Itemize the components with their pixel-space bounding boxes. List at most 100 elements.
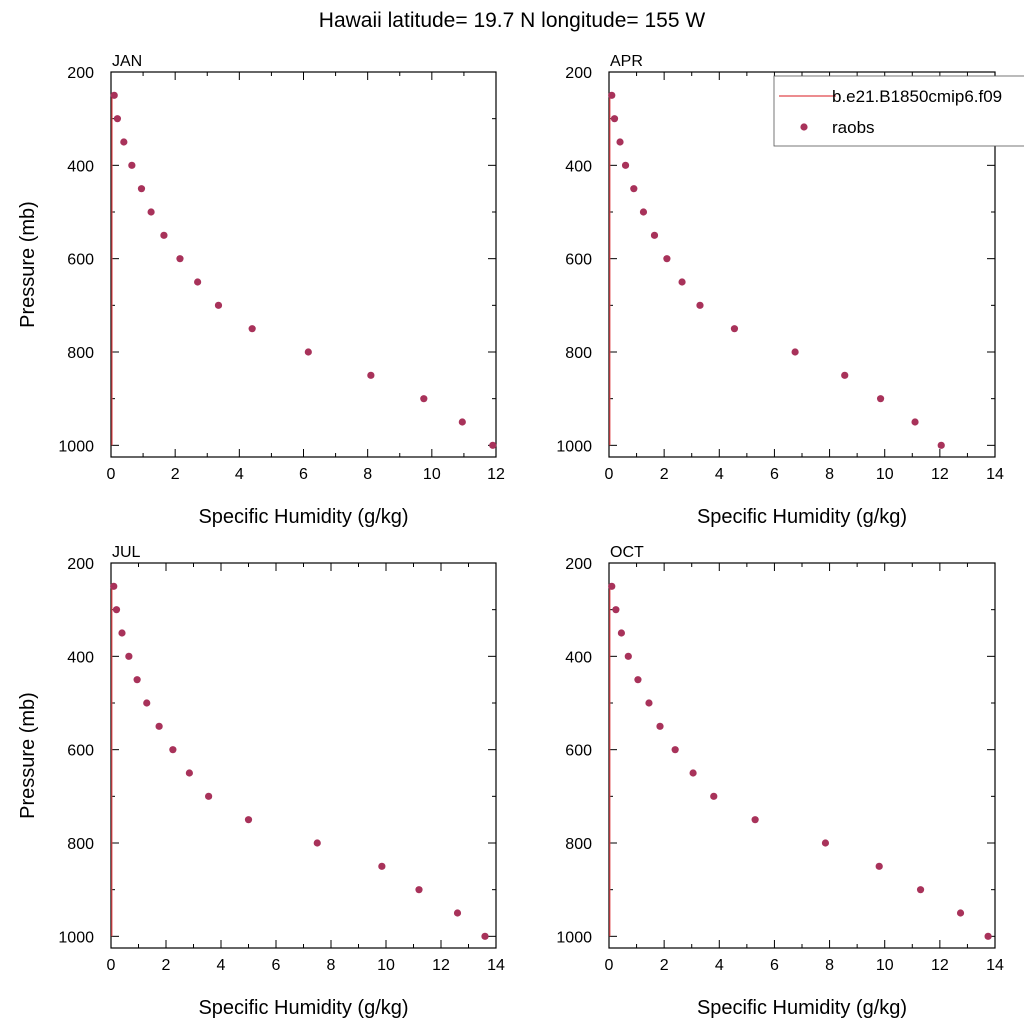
raobs-point (420, 395, 428, 403)
y-tick-label: 1000 (58, 929, 94, 946)
raobs-point (378, 862, 386, 870)
y-tick-label: 800 (67, 345, 94, 362)
legend-marker-swatch (800, 123, 808, 131)
x-tick-label: 0 (107, 466, 116, 483)
raobs-point (110, 582, 118, 590)
x-tick-label: 2 (171, 466, 180, 483)
y-tick-label: 600 (67, 743, 94, 760)
panel-title: OCT (610, 544, 644, 561)
raobs-point (624, 652, 632, 660)
raobs-point (617, 629, 626, 637)
legend-box (773, 75, 1024, 147)
y-tick-label: 200 (565, 65, 592, 82)
raobs-point (481, 932, 489, 940)
y-tick-label: 1000 (556, 929, 592, 946)
raobs-point (120, 138, 128, 146)
raobs-point (937, 441, 945, 449)
raobs-point (791, 348, 799, 356)
raobs-point (610, 115, 619, 123)
raobs-point (751, 816, 759, 824)
raobs-point (367, 371, 375, 379)
x-tick-label: 4 (217, 957, 226, 974)
panel-apr: APR 0 2 4 6 8 10 12 14 200 400 600 800 1000 Specific H… (556, 53, 1004, 528)
raobs-point (185, 769, 193, 777)
raobs-point (415, 886, 423, 894)
panel-jul: JUL 0 2 4 6 8 10 12 14 200 400 600 800 1000 Specific H… (17, 544, 505, 1019)
x-tick-label: 12 (931, 957, 949, 974)
panel-title: JAN (112, 53, 142, 70)
raobs-point (689, 769, 697, 777)
plot-frame (110, 71, 497, 458)
x-tick-label: 4 (235, 466, 244, 483)
raobs-point (194, 278, 202, 286)
raobs-point (118, 629, 126, 637)
raobs-point (244, 816, 253, 824)
x-tick-label: 6 (299, 466, 308, 483)
raobs-point (128, 161, 136, 169)
y-tick-label: 400 (67, 158, 94, 175)
raobs-point (608, 91, 616, 99)
raobs-point (956, 909, 965, 917)
x-tick-label: 8 (825, 466, 834, 483)
x-tick-label: 8 (327, 957, 336, 974)
x-tick-label: 10 (423, 466, 441, 483)
x-tick-label: 6 (770, 957, 779, 974)
x-tick-label: 14 (986, 466, 1004, 483)
x-tick-label: 10 (377, 957, 395, 974)
x-tick-label: 2 (162, 957, 171, 974)
raobs-point (730, 325, 739, 333)
raobs-point (875, 862, 883, 870)
raobs-point (710, 792, 718, 800)
raobs-point (133, 676, 141, 684)
raobs-point (841, 371, 849, 379)
raobs-point (876, 395, 885, 403)
raobs-point (169, 746, 177, 754)
raobs-point (155, 722, 163, 730)
raobs-point (984, 932, 992, 940)
x-tick-label: 12 (487, 466, 505, 483)
x-tick-label: 8 (825, 957, 834, 974)
raobs-point (214, 301, 223, 309)
x-tick-label: 10 (876, 466, 894, 483)
raobs-point (137, 185, 146, 193)
plot-frame (608, 562, 996, 949)
x-tick-label: 14 (487, 957, 505, 974)
x-tick-label: 2 (660, 466, 669, 483)
raobs-point (248, 325, 256, 333)
raobs-point (911, 418, 919, 426)
x-tick-label: 4 (715, 957, 724, 974)
x-tick-label: 8 (363, 466, 372, 483)
x-tick-label: 0 (107, 957, 116, 974)
y-tick-label: 800 (67, 836, 94, 853)
raobs-point (147, 208, 155, 216)
raobs-point (616, 138, 624, 146)
x-tick-label: 0 (605, 957, 614, 974)
x-axis-label: Specific Humidity (g/kg) (697, 997, 907, 1019)
raobs-point (630, 185, 638, 193)
y-tick-label: 400 (565, 649, 592, 666)
y-tick-label: 400 (565, 158, 592, 175)
x-tick-label: 4 (715, 466, 724, 483)
raobs-point (650, 231, 659, 239)
raobs-point (112, 606, 121, 614)
raobs-point (458, 418, 466, 426)
x-tick-label: 2 (660, 957, 669, 974)
y-tick-label: 800 (565, 345, 592, 362)
raobs-point (176, 255, 184, 263)
raobs-point (612, 606, 620, 614)
raobs-point (656, 722, 664, 730)
raobs-point (125, 652, 133, 660)
y-axis-label: Pressure (mb) (17, 692, 39, 819)
y-tick-label: 200 (67, 65, 94, 82)
legend-model-label: b.e21.B1850cmip6.f09 (832, 87, 1002, 106)
legend-obs-label: raobs (832, 118, 875, 137)
x-tick-label: 12 (931, 466, 949, 483)
raobs-point (671, 746, 679, 754)
raobs-point (678, 278, 686, 286)
y-tick-label: 800 (565, 836, 592, 853)
panel-title: JUL (112, 544, 141, 561)
legend: b.e21.B1850cmip6.f09 raobs (773, 75, 1024, 147)
figure-title: Hawaii latitude= 19.7 N longitude= 155 W (319, 9, 706, 32)
raobs-point (645, 699, 653, 707)
y-tick-label: 600 (565, 743, 592, 760)
